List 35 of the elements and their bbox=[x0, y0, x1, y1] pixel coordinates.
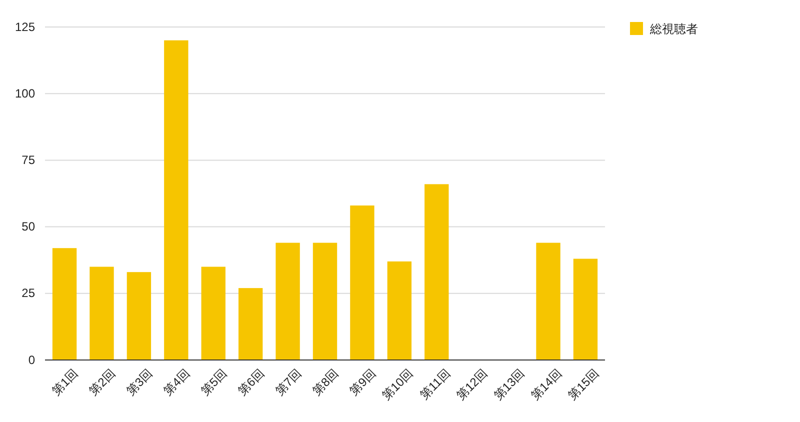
x-tick-label: 第15回 bbox=[565, 366, 602, 403]
y-tick-label: 75 bbox=[22, 153, 36, 168]
x-tick-label: 第10回 bbox=[379, 366, 416, 403]
bar bbox=[164, 40, 188, 360]
bar bbox=[312, 242, 338, 360]
bar bbox=[573, 258, 598, 360]
bar bbox=[238, 288, 263, 360]
bar bbox=[424, 184, 449, 360]
x-tick-label: 第14回 bbox=[528, 366, 565, 403]
x-tick-label: 第6回 bbox=[235, 366, 267, 398]
y-tick-label: 25 bbox=[22, 286, 36, 300]
legend-label: 総視聴者 bbox=[649, 22, 698, 36]
bar bbox=[52, 248, 77, 360]
x-tick-label: 第5回 bbox=[198, 366, 230, 398]
y-tick-label: 50 bbox=[22, 220, 36, 234]
bar bbox=[350, 205, 374, 360]
y-tick-label: 125 bbox=[14, 20, 36, 34]
bar bbox=[126, 272, 152, 360]
x-tick-label: 第13回 bbox=[491, 366, 528, 403]
bar bbox=[276, 242, 300, 360]
x-tick-label: 第12回 bbox=[454, 366, 490, 403]
bar bbox=[536, 242, 560, 360]
x-tick-label: 第11回 bbox=[417, 366, 453, 402]
x-tick-label: 第3回 bbox=[124, 366, 156, 398]
x-tick-label: 第1回 bbox=[49, 366, 81, 398]
x-tick-label: 第4回 bbox=[160, 366, 192, 398]
x-tick-label: 第9回 bbox=[346, 366, 379, 398]
bar bbox=[387, 261, 412, 360]
y-tick-label: 0 bbox=[28, 352, 36, 367]
bar bbox=[90, 266, 114, 360]
x-tick-label: 第2回 bbox=[86, 366, 118, 398]
x-tick-label: 第7回 bbox=[272, 366, 304, 398]
y-tick-label: 100 bbox=[14, 86, 36, 100]
x-tick-label: 第8回 bbox=[310, 366, 342, 398]
bar bbox=[201, 266, 226, 360]
